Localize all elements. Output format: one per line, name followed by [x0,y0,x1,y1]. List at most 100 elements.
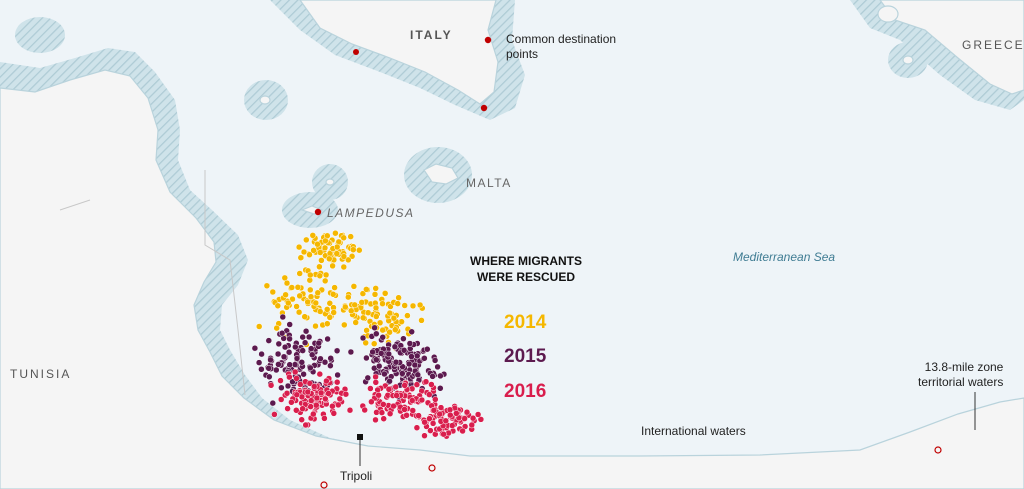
rescue-point [341,321,348,329]
rescue-point [327,355,334,362]
rescue-point [359,334,367,342]
rescue-point [307,271,314,279]
rescue-point [321,415,328,422]
rescue-point [316,249,324,256]
rescue-point [379,300,386,307]
rescue-point [299,333,306,341]
rescue-point [437,404,445,411]
rescue-point [307,345,315,352]
rescue-point [342,303,349,311]
rescue-point [340,253,348,260]
land-north-africa [0,69,1024,489]
rescue-point [379,334,386,341]
rescue-point [346,406,354,414]
rescue-point [330,410,338,417]
rescue-point [422,378,430,385]
rescue-point [323,377,330,385]
rescue-point [415,412,422,419]
rescue-point [404,312,411,319]
label-lampedusa: LAMPEDUSA [327,206,415,220]
rescue-point [442,417,450,425]
rescue-point [352,319,359,326]
rescue-point [315,339,323,347]
rescue-point [265,337,273,344]
rescue-point [334,371,341,379]
rescue-point [372,373,379,381]
rescue-point [298,416,305,423]
rescue-point [293,375,300,382]
rescue-point [373,330,380,338]
rescue-point [408,328,415,336]
rescue-point [392,383,399,391]
rescue-point [286,373,293,381]
rescue-point [351,301,358,309]
rescue-point [288,284,296,291]
rescue-point [386,309,394,317]
rescue-point [401,406,408,413]
rescue-point [461,415,468,422]
rescue-point [333,378,341,386]
rescue-point [358,299,366,306]
rescue-point [463,408,471,416]
rescue-point [258,366,265,373]
rescue-point [333,347,341,355]
label-international-waters: International waters [641,424,746,438]
rescue-point [364,374,372,382]
label-tripoli: Tripoli [340,469,373,483]
rescue-point [380,415,387,422]
rescue-point [406,340,414,347]
label-tunisia: TUNISIA [10,367,72,381]
rescue-point [400,347,408,354]
rescue-point [329,402,336,410]
rescue-point [333,243,341,251]
rescue-point [359,290,367,297]
rescue-point [321,358,329,366]
rescue-point [294,284,302,291]
legend-title: WHERE MIGRANTS WERE RESCUED [470,253,582,285]
rescue-point [413,352,421,360]
rescue-point [266,373,273,381]
legend-title-line-1: WHERE MIGRANTS [470,254,582,268]
rescue-point [372,416,379,424]
destination-marker [480,104,488,112]
rescue-point [372,379,380,386]
rescue-point [293,303,300,310]
rescue-point [301,313,308,320]
rescue-point [394,300,401,307]
rescue-point [428,381,435,388]
rescue-point [308,351,316,359]
rescue-point [368,398,375,406]
rescue-point [390,314,398,322]
rescue-point [280,353,288,361]
rescue-point [258,350,265,358]
rescue-point [363,286,370,293]
rescue-point [269,399,277,407]
rescue-point [448,422,456,429]
rescue-point [424,345,431,353]
rescue-point [300,370,307,378]
legend-year-2016: 2016 [504,381,547,402]
rescue-point [447,411,454,419]
rescue-point [273,324,280,332]
rescue-point [329,291,337,298]
rescue-point [474,411,482,418]
rescue-points [251,229,485,440]
rescue-point [332,229,339,237]
rescue-point [375,391,382,399]
rescue-point [429,420,437,427]
rescue-point [321,277,329,285]
rescue-point [306,251,313,258]
rescue-point [379,326,386,334]
rescue-point [367,385,374,392]
rescue-point [386,377,393,385]
rescue-point [326,255,333,263]
rescue-point [331,284,338,291]
rescue-point [327,362,334,369]
rescue-point [378,409,386,416]
rescue-point [356,246,363,254]
rescue-point [403,412,410,419]
rescue-point [307,293,315,300]
rescue-point [477,416,485,423]
rescue-point [316,263,323,271]
rescue-point [347,233,354,240]
